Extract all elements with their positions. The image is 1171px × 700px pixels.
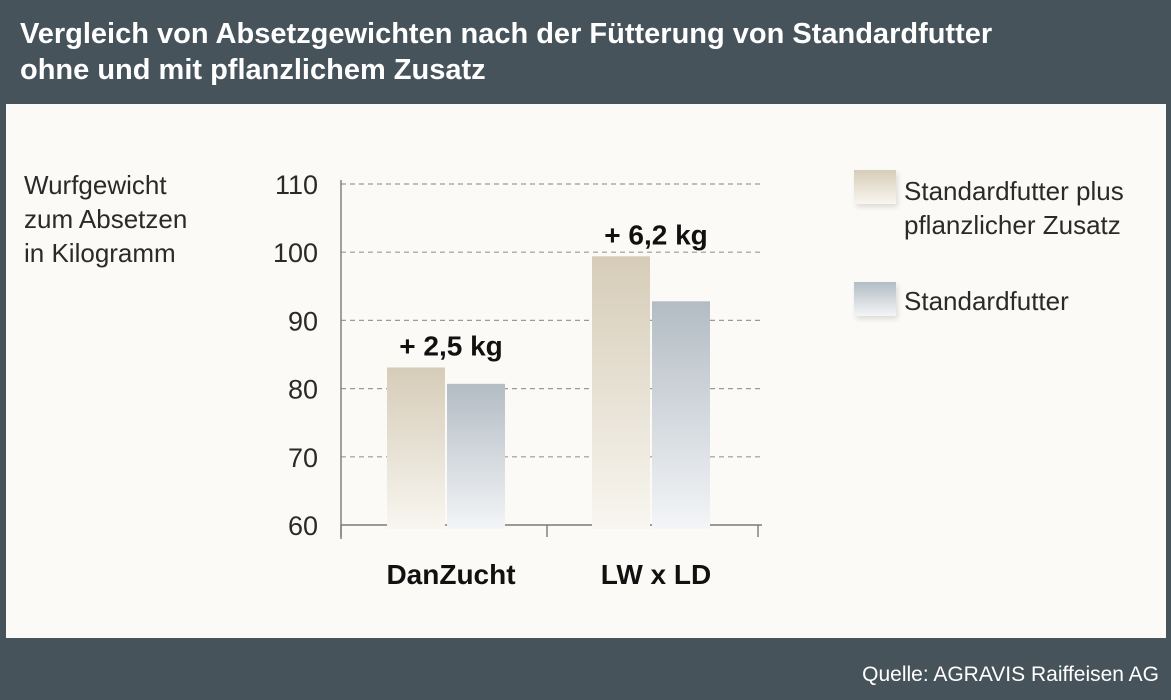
legend: Standardfutter plus pflanzlicher Zusatz … [854, 170, 1154, 350]
legend-label-line: Standardfutter plus [904, 176, 1124, 206]
chart-panel: Wurfgewicht zum Absetzen in Kilogramm 60… [6, 104, 1166, 638]
y-axis-label: Wurfgewicht zum Absetzen in Kilogramm [24, 168, 224, 270]
bar-chart: 60 70 80 90 100 110 + 2,5 kg DanZucht + 6,2 kg LW… [273, 170, 762, 590]
legend-label-plus: Standardfutter plus pflanzlicher Zusatz [904, 174, 1124, 242]
legend-swatch-plus [854, 170, 896, 204]
bar-standard-plus [592, 256, 650, 529]
difference-annotation: + 6,2 kg [604, 219, 708, 250]
bar-standard [447, 383, 505, 529]
legend-item-standard: Standardfutter [854, 260, 1154, 350]
x-category-label: DanZucht [386, 559, 515, 590]
bar-standard-plus [387, 367, 445, 529]
source-note: Quelle: AGRAVIS Raiffeisen AG [862, 663, 1159, 686]
x-category-label: LW x LD [601, 559, 711, 590]
y-tick-label: 70 [288, 443, 318, 473]
y-axis-label-line: in Kilogramm [24, 238, 176, 268]
title-line-1: Vergleich von Absetzgewichten nach der F… [20, 18, 993, 50]
chart-title: Vergleich von Absetzgewichten nach der F… [20, 16, 1140, 88]
y-axis-label-line: zum Absetzen [24, 204, 188, 234]
bar-standard [652, 301, 710, 529]
legend-label-standard: Standardfutter [904, 286, 1069, 316]
legend-swatch-standard [854, 282, 896, 316]
y-tick-label: 80 [288, 375, 318, 405]
y-tick-label: 110 [275, 170, 318, 200]
difference-annotation: + 2,5 kg [399, 330, 503, 361]
y-tick-label: 90 [288, 306, 318, 336]
y-axis-label-line: Wurfgewicht [24, 170, 167, 200]
legend-item-plus: Standardfutter plus pflanzlicher Zusatz [854, 170, 1154, 260]
y-tick-label: 100 [273, 238, 318, 268]
title-line-2: ohne und mit pflanzlichem Zusatz [20, 54, 486, 86]
header-bar: Vergleich von Absetzgewichten nach der F… [0, 0, 1171, 102]
legend-label-line: pflanzlicher Zusatz [904, 210, 1121, 240]
y-tick-label: 60 [288, 511, 318, 541]
